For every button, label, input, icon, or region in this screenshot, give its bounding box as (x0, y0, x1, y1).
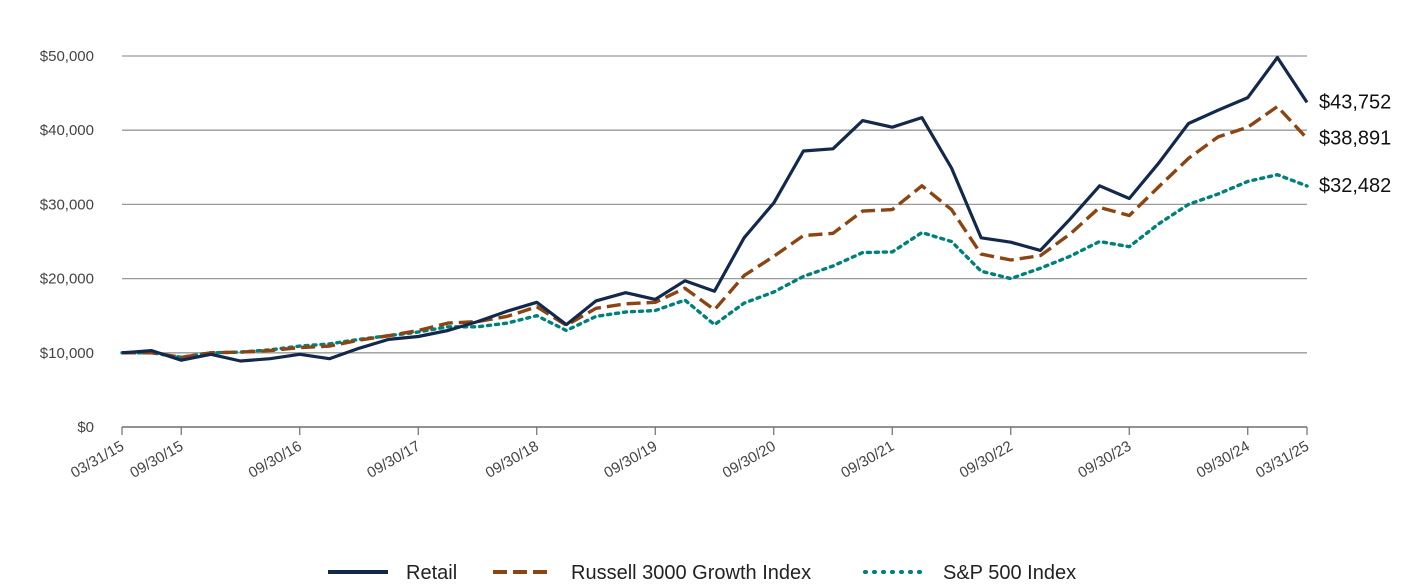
x-tick-label: 09/30/22 (957, 438, 1016, 482)
legend: Retail Russell 3000 Growth Index S&P 500 I… (328, 562, 1076, 584)
end-labels: $43,752 $38,891 $32,482 (1319, 91, 1391, 197)
x-tick-label: 09/30/21 (838, 438, 897, 482)
series-line-retail (121, 55, 1309, 363)
y-tick-label: $30,000 (40, 196, 94, 213)
series-lines (120, 55, 1309, 363)
gridlines (122, 55, 1307, 354)
y-tick-label: $40,000 (40, 122, 94, 139)
end-value-label: $32,482 (1319, 175, 1391, 197)
x-tick-label: 09/30/15 (127, 438, 186, 482)
x-tick-label: 09/30/16 (246, 438, 305, 482)
end-value-label: $38,891 (1319, 127, 1391, 149)
x-tick-label: 09/30/17 (364, 438, 423, 482)
x-tick-label: 09/30/18 (483, 438, 542, 482)
legend-label: Retail (406, 562, 457, 584)
series-line-s-p-500-index (120, 173, 1309, 359)
end-value-label: $43,752 (1319, 91, 1391, 113)
y-tick-label: $50,000 (40, 48, 94, 65)
y-axis: $0 $10,000 $20,000 $30,000 $40,000 $50,000 (40, 48, 94, 436)
series-line-russell-3000-growth-index (122, 104, 1309, 359)
y-tick-label: $10,000 (40, 345, 94, 362)
x-tick-label: 09/30/23 (1075, 438, 1134, 482)
x-tick-label: 03/31/15 (68, 438, 127, 482)
legend-label: S&P 500 Index (943, 562, 1076, 584)
x-tick-label: 03/31/25 (1253, 438, 1312, 482)
legend-label: Russell 3000 Growth Index (571, 562, 811, 584)
x-tick-label: 09/30/19 (601, 438, 660, 482)
y-tick-label: $0 (77, 419, 94, 436)
x-axis: 03/31/15 09/30/15 09/30/16 09/30/17 09/30/18… (68, 426, 1312, 482)
x-tick-label: 09/30/20 (720, 438, 779, 482)
x-tick-label: 09/30/24 (1194, 438, 1253, 482)
y-tick-label: $20,000 (40, 271, 94, 288)
